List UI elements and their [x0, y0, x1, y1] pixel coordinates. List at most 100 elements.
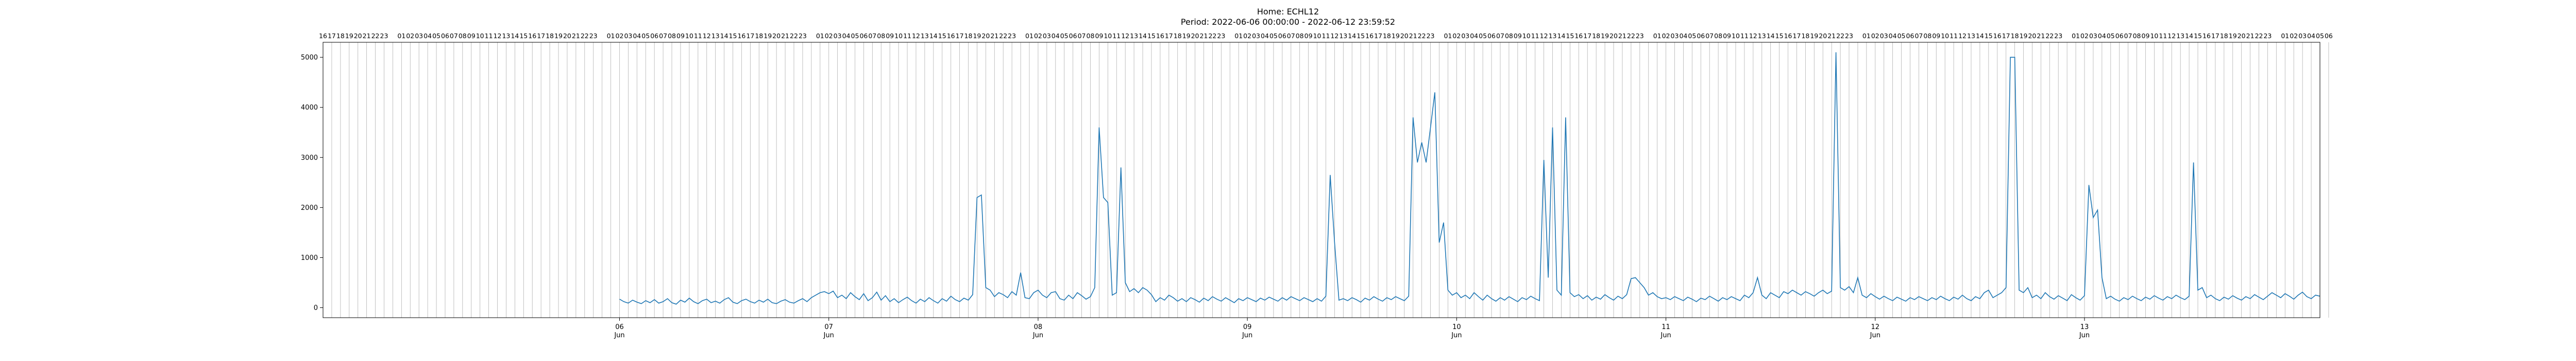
- hour-tick-label: 22: [581, 32, 589, 40]
- x-tick-day: 13: [2080, 323, 2089, 331]
- hour-tick-label: 15: [1775, 32, 1784, 40]
- hour-tick-label: 12: [1540, 32, 1548, 40]
- hour-tick-label: 17: [2002, 32, 2010, 40]
- hour-tick-label: 20: [1400, 32, 1409, 40]
- hour-tick-label: 23: [1845, 32, 1853, 40]
- hour-tick-label: 15: [1357, 32, 1365, 40]
- hour-tick-label: 21: [781, 32, 789, 40]
- hour-tick-label: 18: [1801, 32, 1809, 40]
- hour-tick-label: 05: [2316, 32, 2324, 40]
- top-hour-axis: 16 17 18 19 20 21 22 23 01 02 03 04 05 06 07 08 09 10 11 12…: [319, 32, 2333, 40]
- hour-tick-label: 04: [2098, 32, 2106, 40]
- hour-tick-label: 19: [2020, 32, 2028, 40]
- hour-tick-label: 06: [1487, 32, 1496, 40]
- hour-tick-label: 22: [2045, 32, 2054, 40]
- hour-tick-label: 20: [772, 32, 781, 40]
- hour-tick-label: 07: [868, 32, 876, 40]
- hour-tick-label: 04: [1261, 32, 1269, 40]
- x-tick-day: 07: [824, 323, 833, 331]
- hour-tick-label: 20: [2028, 32, 2036, 40]
- hour-tick-label: 13: [1339, 32, 1347, 40]
- hour-tick-label: 15: [1147, 32, 1156, 40]
- hour-tick-label: 02: [825, 32, 833, 40]
- hour-tick-label: 22: [2255, 32, 2263, 40]
- hour-tick-label: 12: [703, 32, 711, 40]
- hour-tick-label: 21: [990, 32, 998, 40]
- hour-tick-label: 09: [676, 32, 685, 40]
- hour-tick-label: 18: [336, 32, 345, 40]
- chart-title: Home: ECHL12: [1257, 7, 1319, 17]
- hour-tick-label: 08: [877, 32, 885, 40]
- hour-tick-label: 16: [319, 32, 327, 40]
- hour-tick-label: 09: [1304, 32, 1313, 40]
- hour-tick-label: 08: [1505, 32, 1513, 40]
- hour-tick-label: 19: [973, 32, 981, 40]
- hour-tick-label: 15: [729, 32, 737, 40]
- hour-tick-label: 17: [1583, 32, 1591, 40]
- hour-tick-label: 18: [1383, 32, 1391, 40]
- hour-tick-label: 18: [1174, 32, 1182, 40]
- hour-tick-label: 01: [2281, 32, 2289, 40]
- hour-tick-label: 21: [1200, 32, 1208, 40]
- hour-tick-label: 20: [354, 32, 362, 40]
- hour-tick-label: 01: [1653, 32, 1662, 40]
- hour-tick-label: 19: [1392, 32, 1400, 40]
- hour-tick-label: 09: [1932, 32, 1940, 40]
- hour-tick-label: 13: [711, 32, 720, 40]
- hour-tick-label: 04: [633, 32, 641, 40]
- hour-tick-label: 05: [1688, 32, 1696, 40]
- hour-tick-label: 01: [607, 32, 615, 40]
- hour-tick-label: 11: [485, 32, 493, 40]
- hour-tick-label: 18: [546, 32, 554, 40]
- hour-tick-label: 05: [641, 32, 650, 40]
- hour-tick-label: 01: [1444, 32, 1452, 40]
- hour-tick-label: 09: [886, 32, 894, 40]
- hour-tick-label: 19: [1810, 32, 1818, 40]
- hour-tick-label: 06: [1069, 32, 1077, 40]
- hour-tick-label: 21: [1827, 32, 1836, 40]
- hour-tick-label: 02: [616, 32, 624, 40]
- hour-tick-label: 10: [894, 32, 903, 40]
- hour-tick-label: 19: [1182, 32, 1191, 40]
- x-tick-month: Jun: [1451, 332, 1462, 339]
- x-tick-month: Jun: [614, 332, 624, 339]
- hour-tick-label: 03: [624, 32, 632, 40]
- x-tick-day: 06: [615, 323, 624, 331]
- hour-tick-label: 05: [851, 32, 859, 40]
- hour-tick-label: 07: [1705, 32, 1714, 40]
- hour-tick-label: 12: [912, 32, 920, 40]
- hour-tick-label: 17: [746, 32, 754, 40]
- hour-tick-label: 11: [1740, 32, 1749, 40]
- hour-tick-label: 23: [1008, 32, 1016, 40]
- hour-tick-label: 02: [1871, 32, 1879, 40]
- hour-tick-label: 11: [1950, 32, 1958, 40]
- hour-tick-label: 15: [1985, 32, 1993, 40]
- hour-tick-label: 10: [476, 32, 484, 40]
- hour-tick-label: 15: [519, 32, 528, 40]
- hour-tick-label: 08: [668, 32, 676, 40]
- hour-tick-label: 09: [1723, 32, 1731, 40]
- hour-tick-label: 10: [685, 32, 693, 40]
- hour-tick-label: 04: [423, 32, 432, 40]
- hour-tick-label: 16: [528, 32, 536, 40]
- hour-tick-label: 17: [1374, 32, 1382, 40]
- hour-tick-label: 06: [1278, 32, 1286, 40]
- hour-tick-label: 22: [1418, 32, 1426, 40]
- hour-tick-label: 09: [2142, 32, 2150, 40]
- hour-tick-label: 10: [2150, 32, 2158, 40]
- hour-tick-label: 21: [572, 32, 580, 40]
- x-tick-day: 08: [1034, 323, 1043, 331]
- x-tick-day: 12: [1871, 323, 1880, 331]
- y-axis: 0 1000 2000 3000 4000 5000: [301, 54, 323, 312]
- hour-tick-label: 13: [1758, 32, 1766, 40]
- hour-tick-label: 06: [441, 32, 449, 40]
- hour-tick-label: 02: [1243, 32, 1251, 40]
- x-tick-month: Jun: [1870, 332, 1880, 339]
- hour-tick-label: 13: [1130, 32, 1138, 40]
- hour-tick-label: 20: [981, 32, 990, 40]
- hour-tick-label: 14: [929, 32, 938, 40]
- hour-tick-label: 15: [1566, 32, 1574, 40]
- x-tick-day: 10: [1452, 323, 1461, 331]
- x-tick-month: Jun: [2079, 332, 2090, 339]
- hour-tick-label: 10: [1522, 32, 1531, 40]
